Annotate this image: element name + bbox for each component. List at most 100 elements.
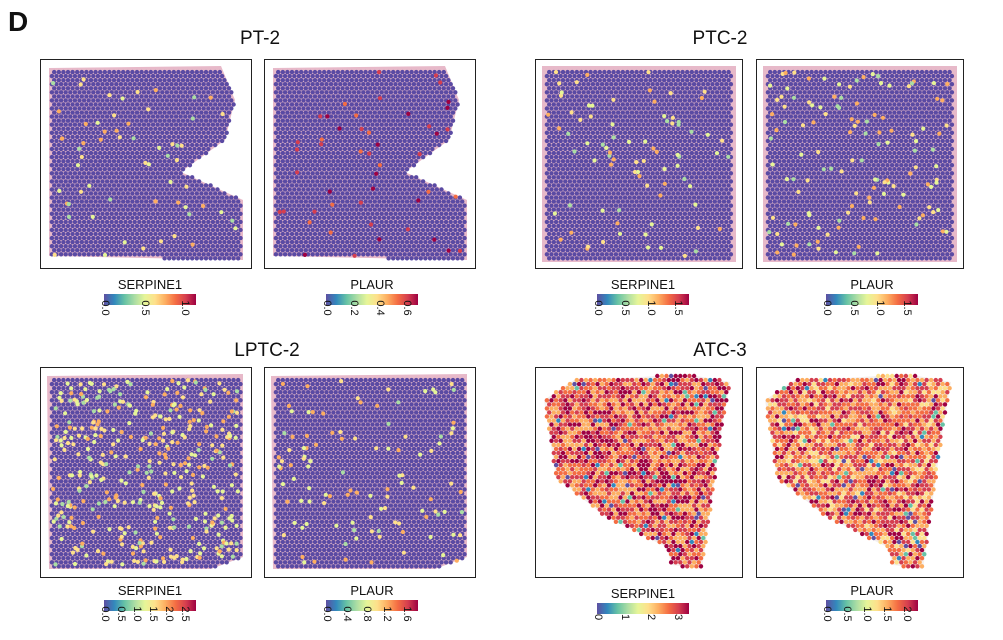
expression-spot (559, 90, 564, 95)
expression-spot (433, 73, 439, 78)
expression-spot (288, 463, 293, 468)
expression-spot (191, 493, 196, 498)
expression-spot (77, 473, 82, 478)
expression-spot (54, 424, 59, 429)
legend-tick-label: 2.5 (179, 606, 191, 622)
expression-spot (165, 153, 170, 158)
expression-spot (166, 446, 171, 451)
expression-spot (821, 167, 826, 172)
expression-spot (112, 113, 117, 118)
expression-spot (714, 151, 720, 156)
expression-spot (149, 469, 154, 474)
legend-tick-label: 0.6 (401, 300, 413, 316)
expression-spot (913, 139, 919, 144)
expression-spot (84, 484, 89, 489)
expression-spot (89, 425, 94, 430)
expression-spot (226, 390, 231, 395)
expression-spot (91, 529, 96, 534)
expression-spot (863, 131, 868, 136)
expression-spot (929, 184, 934, 189)
expression-spot (930, 147, 935, 152)
expression-spot (143, 160, 148, 165)
expression-spot (81, 400, 86, 405)
expression-spot (438, 80, 443, 85)
expression-spot (125, 379, 130, 384)
expression-spot (428, 534, 433, 540)
expression-spot (228, 433, 233, 438)
expression-spot (906, 84, 911, 89)
expression-spot (301, 456, 306, 461)
expression-spot (211, 392, 216, 397)
expression-spot (126, 525, 131, 530)
expression-spot (854, 101, 859, 106)
spot-map (273, 66, 467, 261)
expression-spot (662, 181, 667, 186)
expression-spot (197, 442, 202, 447)
expression-spot (308, 459, 313, 464)
expression-spot (53, 501, 59, 506)
expression-spot (856, 244, 861, 249)
expression-spot (167, 511, 172, 516)
expression-spot (374, 446, 379, 451)
expression-spot (53, 406, 58, 411)
expression-spot (637, 174, 642, 179)
expression-spot (319, 142, 324, 147)
expression-spot (289, 409, 294, 414)
expression-spot (67, 420, 72, 425)
spot-map (542, 66, 736, 262)
legend-tick-label: 1.5 (901, 300, 913, 316)
expression-spot (61, 514, 66, 520)
expression-spot (641, 158, 646, 164)
expression-spot (833, 250, 838, 255)
expression-spot (140, 482, 145, 488)
expression-spot (172, 234, 177, 239)
expression-spot (98, 137, 103, 142)
expression-spot (106, 387, 112, 392)
expression-spot (822, 76, 827, 81)
expression-spot (234, 523, 239, 528)
expression-spot (901, 192, 906, 197)
expression-spot (168, 505, 173, 510)
expression-spot (90, 214, 95, 219)
expression-spot (56, 109, 61, 114)
expression-spot (839, 169, 844, 174)
spatial-map-lptc-2-plaur (264, 367, 476, 578)
expression-spot (160, 438, 166, 443)
expression-spot (770, 162, 775, 167)
expression-spot (154, 559, 159, 564)
expression-spot (775, 231, 780, 237)
expression-spot (611, 97, 616, 102)
expression-spot (935, 96, 940, 101)
expression-spot (305, 384, 310, 389)
expression-spot (59, 510, 64, 515)
expression-spot (882, 180, 887, 185)
expression-spot (188, 424, 193, 429)
expression-spot (343, 557, 348, 562)
expression-spot (226, 414, 231, 419)
expression-spot (80, 426, 85, 431)
expression-spot (867, 200, 872, 205)
expression-spot (428, 497, 433, 502)
expression-spot (168, 408, 173, 413)
expression-spot (174, 407, 179, 412)
expression-spot (99, 477, 104, 482)
expression-spot (607, 150, 613, 155)
expression-spot (203, 387, 208, 392)
expression-spot (887, 83, 892, 88)
expression-spot (377, 534, 382, 539)
expression-spot (400, 529, 405, 535)
expression-spot (94, 473, 99, 478)
expression-spot (52, 252, 57, 257)
expression-spot (291, 476, 296, 481)
expression-spot (557, 126, 562, 131)
expression-spot (600, 208, 605, 213)
spot-map (763, 66, 957, 262)
expression-spot (578, 117, 583, 122)
legend-lptc-2-plaur: PLAUR 0.0 0.4 0.8 1.2 1.6 (307, 583, 437, 637)
expression-spot (78, 382, 83, 387)
expression-spot (921, 126, 926, 131)
expression-spot (72, 505, 77, 510)
expression-spot (180, 395, 186, 400)
expression-spot (185, 501, 191, 506)
expression-spot (185, 378, 190, 383)
